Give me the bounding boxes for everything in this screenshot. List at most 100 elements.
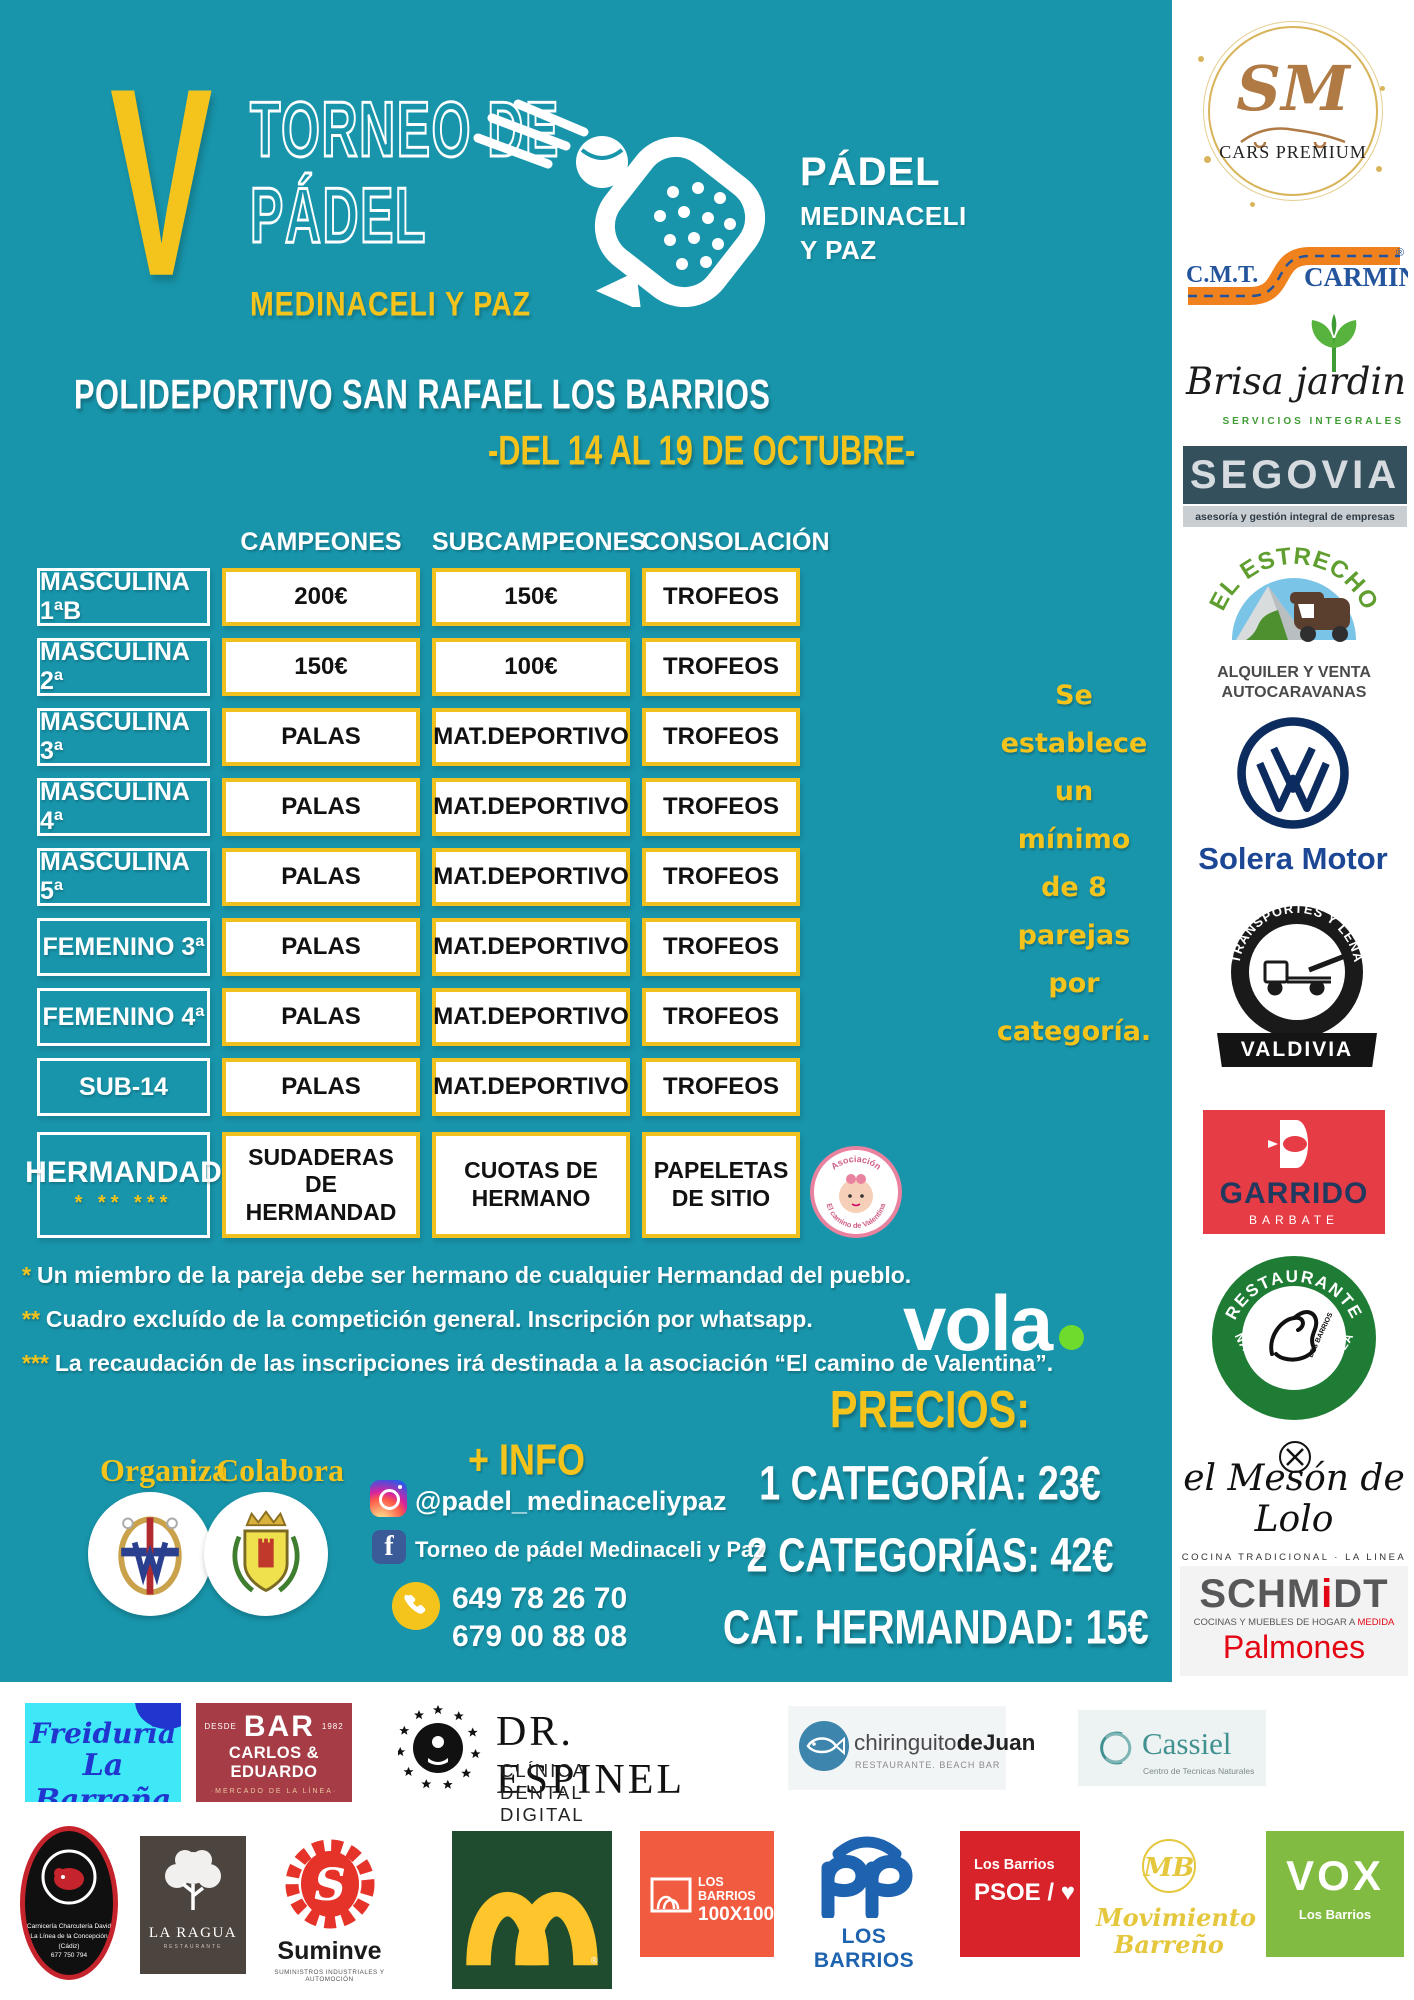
sponsor-carniceria-david: Carnicería Charcutería David La Línea de… [20, 1826, 118, 1986]
title-line2: PÁDEL [249, 170, 427, 261]
phone-icon [392, 1582, 440, 1630]
schmidt-tagline: COCINAS Y MUEBLES DE HOGAR A MEDIDA [1193, 1617, 1395, 1628]
estrecho-line1: ALQUILER Y VENTA [1217, 664, 1371, 681]
garrido-name: GARRIDO [1219, 1177, 1369, 1210]
prize-cell: SUDADERAS DE HERMANDAD [222, 1132, 420, 1238]
prize-cell: TROFEOS [642, 988, 800, 1046]
phone-number-2: 679 00 88 08 [452, 1620, 628, 1653]
heart-icon: ♥ [1060, 1879, 1075, 1906]
sm-initials: SM [1236, 52, 1350, 125]
category-label: MASCULINA 1ªB [37, 568, 210, 626]
suminve-name: Suminve [277, 1937, 382, 1965]
sponsor-los-barrios-100x100: LOS BARRIOS 100X100 [640, 1831, 774, 1957]
prize-cell: PALAS [222, 708, 420, 766]
category-label: MASCULINA 4ª [37, 778, 210, 836]
prize-cell: TROFEOS [642, 918, 800, 976]
gold-ring-icon [1208, 26, 1378, 196]
sponsor-bar-carlos-eduardo: DESDE BAR 1982 CARLOS & EDUARDO ·MERCADO… [196, 1703, 352, 1802]
lolo-name: el Mesón de Lolo [1183, 1458, 1405, 1540]
pig-emblem-icon [41, 1849, 97, 1905]
prize-cell: CUOTAS DE HERMANO [432, 1132, 630, 1238]
prize-cell: TROFEOS [642, 848, 800, 906]
sponsor-psoe-los-barrios: Los Barrios PSOE / ♥ [960, 1831, 1080, 1957]
sponsor-el-estrecho: EL ESTRECHO ALQUILER Y VENTA AUTOCARAVAN… [1194, 540, 1394, 703]
title-subtitle: MEDINACELI Y PAZ [250, 284, 531, 324]
segovia-name: SEGOVIA [1183, 446, 1407, 504]
sponsor-freiduria-la-barrena: Freiduria La Barreña [25, 1703, 181, 1802]
estrecho-line2: AUTOCARAVANAS [1221, 684, 1367, 701]
facebook-icon: f [372, 1530, 406, 1564]
footnote-1: * Un miembro de la pareja debe ser herman… [22, 1262, 912, 1288]
instagram-icon [370, 1480, 407, 1517]
category-label: MASCULINA 2ª [37, 638, 210, 696]
prices-title: PRECIOS: [829, 1379, 1031, 1439]
sponsor-segovia: SEGOVIA asesoría y gestión integral de e… [1183, 446, 1407, 527]
segovia-tagline: asesoría y gestión integral de empresas [1183, 506, 1407, 527]
vw-logo-icon [1237, 717, 1349, 829]
cassiel-name: Cassiel [1142, 1726, 1232, 1761]
cassiel-monogram-icon [1100, 1731, 1132, 1765]
edition-numeral: V [110, 31, 213, 333]
category-label: MASCULINA 5ª [37, 848, 210, 906]
chiringuito-tagline: RESTAURANTE. BEACH BAR [855, 1760, 1001, 1770]
espinel-tagline: CLÍNICA DENTAL DIGITAL [500, 1760, 586, 1825]
padel-racket-icon [473, 99, 766, 311]
prize-cell: MAT.DEPORTIVO [432, 848, 630, 906]
prize-cell: TROFEOS [642, 568, 800, 626]
category-label: FEMENINO 4ª [37, 988, 210, 1046]
sponsor-transportes-valdivia: TRANSPORTES Y LEÑA VALDIVIA [1213, 900, 1381, 1067]
sponsor-movimiento-barreno: MB Movimiento Barreño [1096, 1836, 1256, 1976]
sponsor-cmt-carmin: C.M.T. CARMIN ® [1180, 230, 1414, 316]
category-label: FEMENINO 3ª [37, 918, 210, 976]
espinel-name: DR. ESPINEL [496, 1709, 685, 1803]
price-item: CAT. HERMANDAD: 15€ [723, 1600, 1149, 1655]
column-header-consolacion: CONSOLACIÓN [642, 528, 830, 556]
prize-cell: PALAS [222, 988, 420, 1046]
footnote-2: ** Cuadro excluído de la competición gene… [22, 1306, 813, 1332]
prize-cell: PALAS [222, 848, 420, 906]
column-header-campeones: CAMPEONES [240, 528, 402, 556]
prize-cell: MAT.DEPORTIVO [432, 708, 630, 766]
cassiel-tagline: Centro de Tecnicas Naturales [1143, 1766, 1255, 1776]
psoe-wordmark: PSOE / ♥ [974, 1879, 1075, 1906]
sponsor-chiringuito-de-juan: chiringuitodeJuan RESTAURANTE. BEACH BAR [788, 1706, 1035, 1790]
dates-line: -DEL 14 AL 19 DE OCTUBRE- [488, 428, 916, 475]
prize-cell: 150€ [222, 638, 420, 696]
prize-cell: TROFEOS [642, 638, 800, 696]
ragua-name: LA RAGUA [148, 1925, 238, 1941]
minimum-pairs-note: Se establece un mínimo de 8 parejas por … [996, 680, 1152, 1047]
sponsor-schmidt: SCHMiDT COCINAS Y MUEBLES DE HOGAR A MED… [1180, 1566, 1408, 1676]
cutlery-icon [1279, 1441, 1311, 1473]
plant-icon [1311, 314, 1357, 372]
car-outline-icon [1240, 127, 1346, 148]
sponsor-mcdonalds: ® [452, 1831, 612, 1989]
brisa-tagline: SERVICIOS INTEGRALES [1222, 416, 1404, 427]
price-item: 2 CATEGORÍAS: 42€ [746, 1528, 1114, 1583]
registered-mark: ® [1396, 247, 1404, 259]
prize-cell: TROFEOS [642, 778, 800, 836]
prize-cell: MAT.DEPORTIVO [432, 778, 630, 836]
gear-s-icon: S [285, 1839, 374, 1929]
club-logo: PÁDEL MEDINACELI Y PAZ [468, 92, 966, 311]
prize-cell: 100€ [432, 638, 630, 696]
sponsor-sm-cars-premium: SM CARS PREMIUM [1190, 26, 1396, 214]
ragua-tagline: RESTAURANTE [163, 1944, 223, 1950]
category-label: HERMANDAD [25, 1155, 222, 1189]
prize-cell: TROFEOS [642, 1058, 800, 1116]
organiza-label: Organiza [100, 1452, 228, 1488]
club-logo-line3: Y PAZ [800, 235, 877, 265]
hermandad-footnote-marks: * ** *** [74, 1191, 173, 1214]
schmidt-name: SCHMiDT [1199, 1572, 1389, 1616]
club-logo-line1: PÁDEL [800, 150, 941, 194]
category-label: MASCULINA 3ª [37, 708, 210, 766]
prices-block: PRECIOS: 1 CATEGORÍA: 23€ 2 CATEGORÍAS: … [700, 1378, 1160, 1654]
sponsor-suminve: S Suminve SUMINISTROS INDUSTRIALES Y AUT… [262, 1838, 397, 1990]
solera-motor-name: Solera Motor [1198, 841, 1388, 876]
chiringuito-name: chiringuitodeJuan [854, 1730, 1036, 1755]
tree-icon [165, 1850, 221, 1910]
main-panel-background [0, 0, 1172, 1682]
golden-arches-icon: ® [466, 1892, 598, 1966]
brisa-name: Brisa jardin [1185, 360, 1407, 403]
title-line1: TORNEO DE [249, 84, 560, 175]
phone-number-1: 649 78 26 70 [452, 1582, 628, 1615]
